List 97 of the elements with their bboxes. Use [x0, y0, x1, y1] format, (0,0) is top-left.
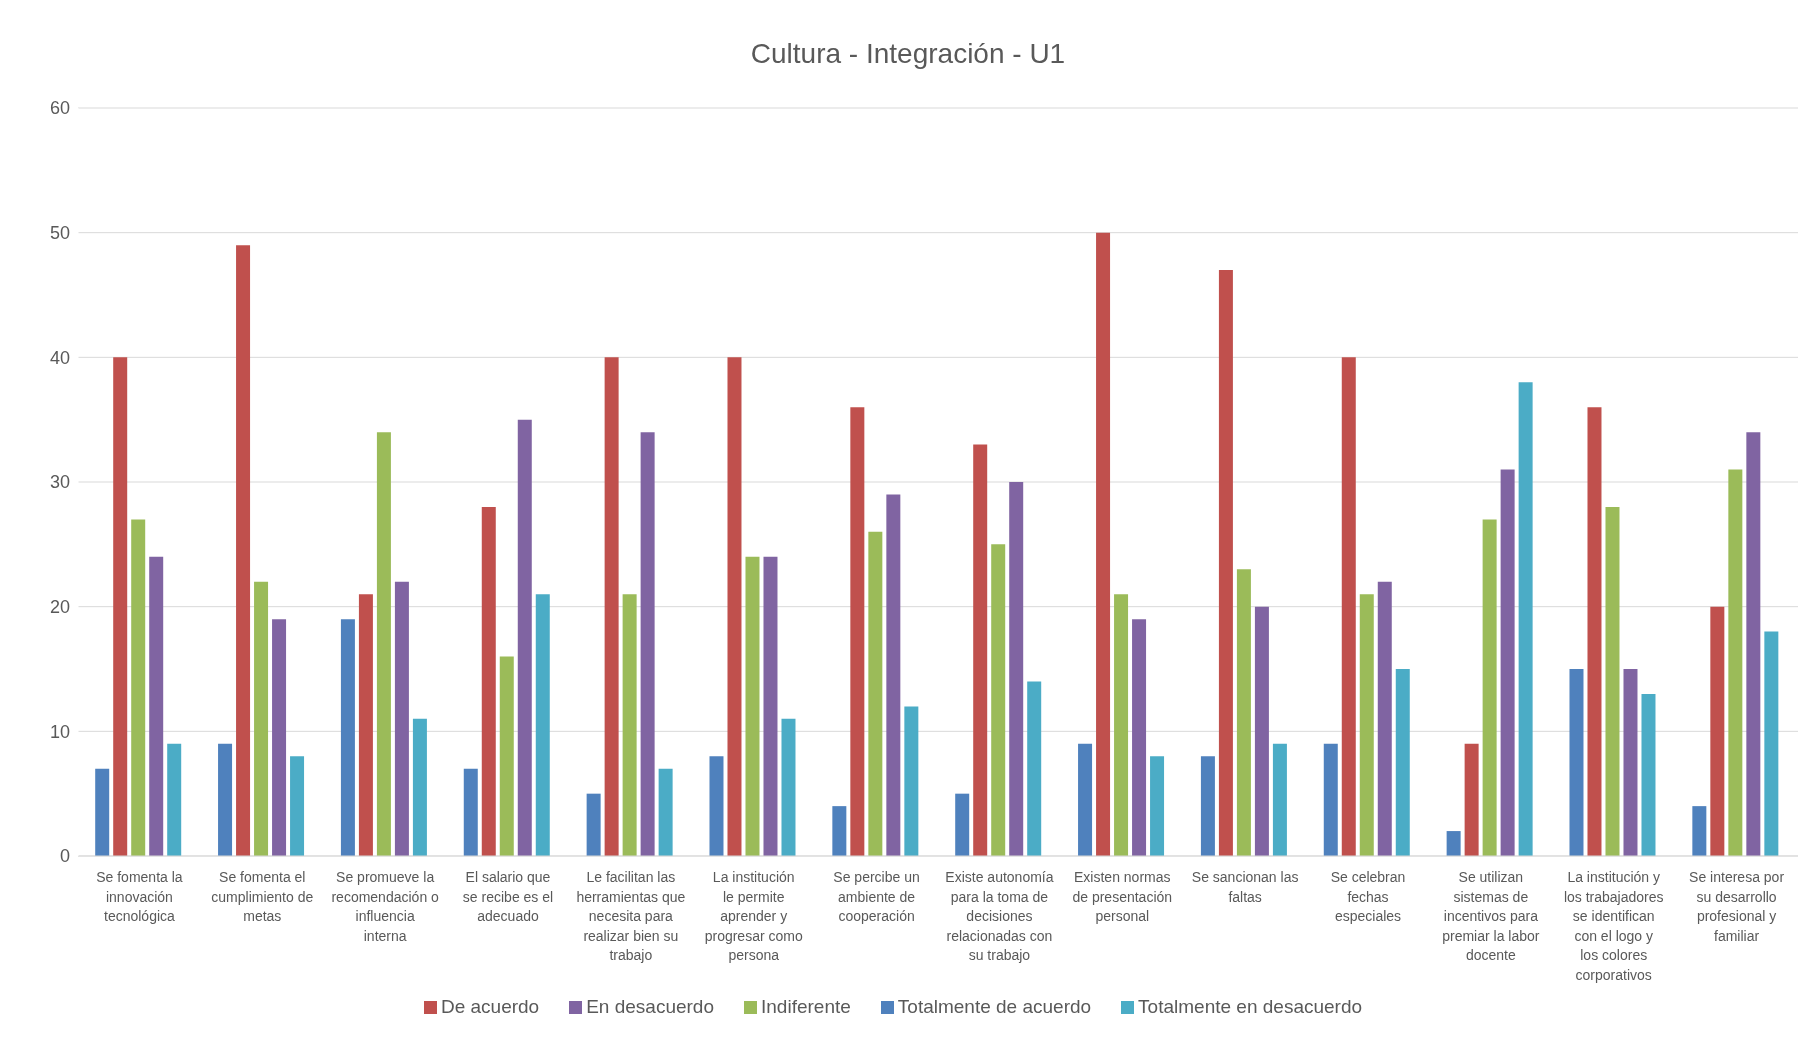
bar — [1464, 743, 1479, 856]
x-tick-label: Existen normas de presentación personal — [1072, 869, 1173, 924]
x-tick-label: Se percibe un ambiente de cooperación — [833, 869, 920, 924]
bar — [463, 768, 478, 856]
bar — [991, 544, 1006, 856]
bar — [781, 718, 796, 856]
bar — [1236, 569, 1251, 856]
legend-label: En desacuerdo — [586, 996, 715, 1017]
bar — [1341, 357, 1356, 856]
bar — [95, 768, 110, 856]
chart-title: Cultura - Integración - U1 — [749, 37, 1067, 71]
bar — [832, 806, 847, 856]
y-tick-label: 40 — [49, 347, 70, 368]
bar — [1009, 482, 1024, 856]
legend-label: De acuerdo — [440, 996, 540, 1017]
bar — [1587, 407, 1602, 856]
bar — [622, 594, 637, 856]
bar — [236, 245, 251, 856]
bar — [640, 432, 655, 856]
x-tick-label: Se fomenta el cumplimiento de metas — [211, 869, 314, 924]
bar — [1323, 743, 1338, 856]
x-tick-label: Se fomenta la innovación tecnológica — [96, 869, 183, 924]
bar — [763, 556, 778, 856]
bar — [167, 743, 182, 856]
bar — [955, 793, 970, 856]
y-tick-label: 30 — [49, 472, 70, 493]
bar — [394, 581, 409, 856]
x-tick-label: Se utilizan sistemas de incentivos para premiar la labor docente — [1442, 869, 1540, 963]
bar — [745, 556, 760, 856]
y-tick-label: 10 — [49, 721, 70, 742]
bar — [1569, 669, 1584, 856]
bar — [1272, 743, 1287, 856]
bar — [1377, 581, 1392, 856]
y-tick-label: 60 — [49, 98, 70, 119]
bar — [1710, 606, 1725, 856]
bar — [131, 519, 146, 856]
x-tick-label: El salario que se recibe es el adecuado — [462, 869, 554, 924]
bar — [658, 768, 673, 856]
bar — [1150, 756, 1165, 856]
bar — [1746, 432, 1761, 856]
bar — [1605, 506, 1620, 856]
bar — [149, 556, 164, 856]
y-tick-label: 20 — [49, 597, 70, 618]
bar — [535, 594, 550, 856]
bar — [868, 531, 883, 856]
bar — [1114, 594, 1129, 856]
bar — [290, 756, 305, 856]
bar — [254, 581, 269, 856]
bar — [604, 357, 619, 856]
bar — [218, 743, 233, 856]
bar — [1027, 681, 1042, 856]
bar — [358, 594, 373, 856]
bar — [586, 793, 601, 856]
bar — [340, 619, 355, 856]
bar — [1482, 519, 1497, 856]
x-tick-label: Se sancionan las faltas — [1191, 869, 1299, 905]
bar — [1395, 669, 1410, 856]
x-tick-label: Le facilitan las herramientas que necesita para realizar bien su trabajo — [576, 869, 686, 963]
bar — [973, 444, 988, 856]
x-tick-label: Se interesa por su desarrollo profesional y familiar — [1689, 869, 1785, 944]
bar — [1200, 756, 1215, 856]
bar — [1096, 232, 1111, 856]
bar — [904, 706, 919, 856]
bar — [1254, 606, 1269, 856]
bar — [272, 619, 287, 856]
bar — [376, 432, 391, 856]
bar — [1623, 669, 1638, 856]
bar — [1132, 619, 1147, 856]
bar — [499, 656, 514, 856]
bar — [412, 718, 427, 856]
bar — [1728, 469, 1743, 856]
bar — [1641, 693, 1656, 856]
x-tick-label: La institución le permite aprender y progresar como persona — [704, 869, 803, 963]
bar — [1078, 743, 1093, 856]
x-tick-label: La institución y los trabajadores se identifican con el logo y los colores corporativos — [1563, 869, 1664, 983]
x-tick-label: Se celebran fechas especiales — [1330, 869, 1406, 924]
bar — [886, 494, 901, 856]
bar — [1359, 594, 1374, 856]
bar — [1446, 831, 1461, 856]
legend-label: Totalmente en desacuerdo — [1138, 996, 1363, 1017]
bar — [709, 756, 724, 856]
bar — [727, 357, 742, 856]
bar — [1764, 631, 1779, 856]
bar — [481, 506, 496, 856]
bar — [113, 357, 128, 856]
y-tick-label: 0 — [59, 846, 70, 867]
y-tick-label: 50 — [49, 223, 70, 244]
x-tick-label: Se promueve la recomendación o influencia interna — [331, 869, 440, 944]
x-tick-label: Existe autonomía para la toma de decisiones relacionadas con su trabajo — [945, 869, 1054, 963]
bar — [1218, 270, 1233, 856]
legend-label: Totalmente de acuerdo — [897, 996, 1092, 1017]
legend-label: Indiferente — [761, 996, 851, 1017]
bar — [1692, 806, 1707, 856]
bar — [1500, 469, 1515, 856]
bar — [850, 407, 865, 856]
bar — [1518, 382, 1533, 856]
bar — [517, 419, 532, 856]
